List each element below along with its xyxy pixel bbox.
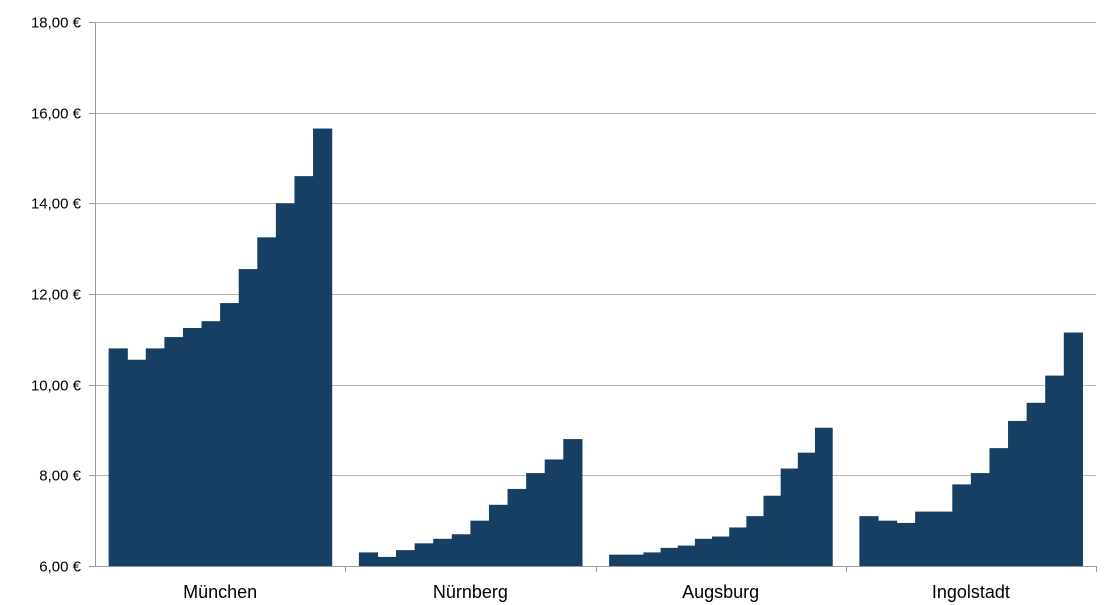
bars: [108, 128, 1083, 566]
bar: [746, 516, 765, 566]
bar: [526, 473, 546, 566]
axes: [95, 22, 1097, 572]
y-tick-label: 16,00 €: [31, 106, 82, 123]
x-category-label: Augsburg: [682, 582, 759, 602]
bar: [1045, 375, 1065, 566]
bar: [694, 538, 713, 566]
bar: [933, 511, 953, 566]
y-axis-tick-labels: 6,00 € 8,00 € 10,00 € 12,00 € 14,00 € 16,00 €…: [31, 15, 95, 576]
bar: [712, 536, 730, 566]
bar: [1008, 420, 1028, 566]
y-tick-label: 8,00 €: [39, 468, 81, 485]
bar: [507, 488, 527, 566]
bar: [677, 545, 696, 566]
y-tick-label: 14,00 €: [31, 196, 82, 213]
bar: [396, 550, 416, 566]
bar: [729, 527, 747, 566]
bar: [164, 337, 184, 566]
x-category-label: Nürnberg: [433, 582, 508, 602]
bar: [1026, 402, 1046, 566]
bar: [220, 303, 240, 566]
bar: [544, 459, 564, 566]
bar: [313, 128, 333, 566]
bar: [989, 448, 1009, 566]
bar: [859, 516, 879, 566]
bar: [145, 348, 165, 566]
y-tick-label: 6,00 €: [39, 559, 81, 576]
bar-group: [859, 332, 1083, 566]
bar: [201, 321, 221, 566]
bar: [609, 554, 627, 566]
bar: [294, 176, 314, 566]
bar: [970, 473, 991, 566]
x-category-label: Ingolstadt: [932, 582, 1010, 602]
bar: [451, 534, 471, 566]
bar: [952, 484, 972, 566]
bar: [488, 504, 509, 566]
bar: [414, 543, 434, 566]
y-tick-label: 10,00 €: [31, 378, 82, 395]
bar: [470, 520, 490, 566]
y-tick-label: 18,00 €: [31, 15, 82, 32]
bar: [563, 439, 583, 566]
bar: [896, 522, 916, 566]
bar: [877, 520, 898, 566]
x-axis-category-labels: München Nürnberg Augsburg Ingolstadt: [183, 582, 1010, 602]
bar: [108, 348, 128, 566]
bar: [915, 511, 935, 566]
bar: [275, 203, 296, 566]
bar: [660, 547, 679, 566]
bar: [643, 552, 662, 566]
bar: [797, 452, 816, 566]
bar: [433, 538, 453, 566]
bar: [626, 554, 645, 566]
bar: [182, 328, 203, 566]
x-category-label: München: [183, 582, 257, 602]
bar-group: [108, 128, 333, 566]
bar: [780, 468, 799, 566]
bar: [358, 552, 379, 566]
bar: [127, 359, 147, 566]
bar: [377, 556, 397, 566]
bar: [814, 427, 833, 566]
bar: [238, 269, 258, 566]
bar: [257, 237, 277, 566]
bar: [1063, 332, 1083, 566]
bar: [763, 495, 782, 566]
bar-group: [609, 427, 833, 566]
y-tick-label: 12,00 €: [31, 287, 82, 304]
bar-group: [358, 439, 583, 566]
